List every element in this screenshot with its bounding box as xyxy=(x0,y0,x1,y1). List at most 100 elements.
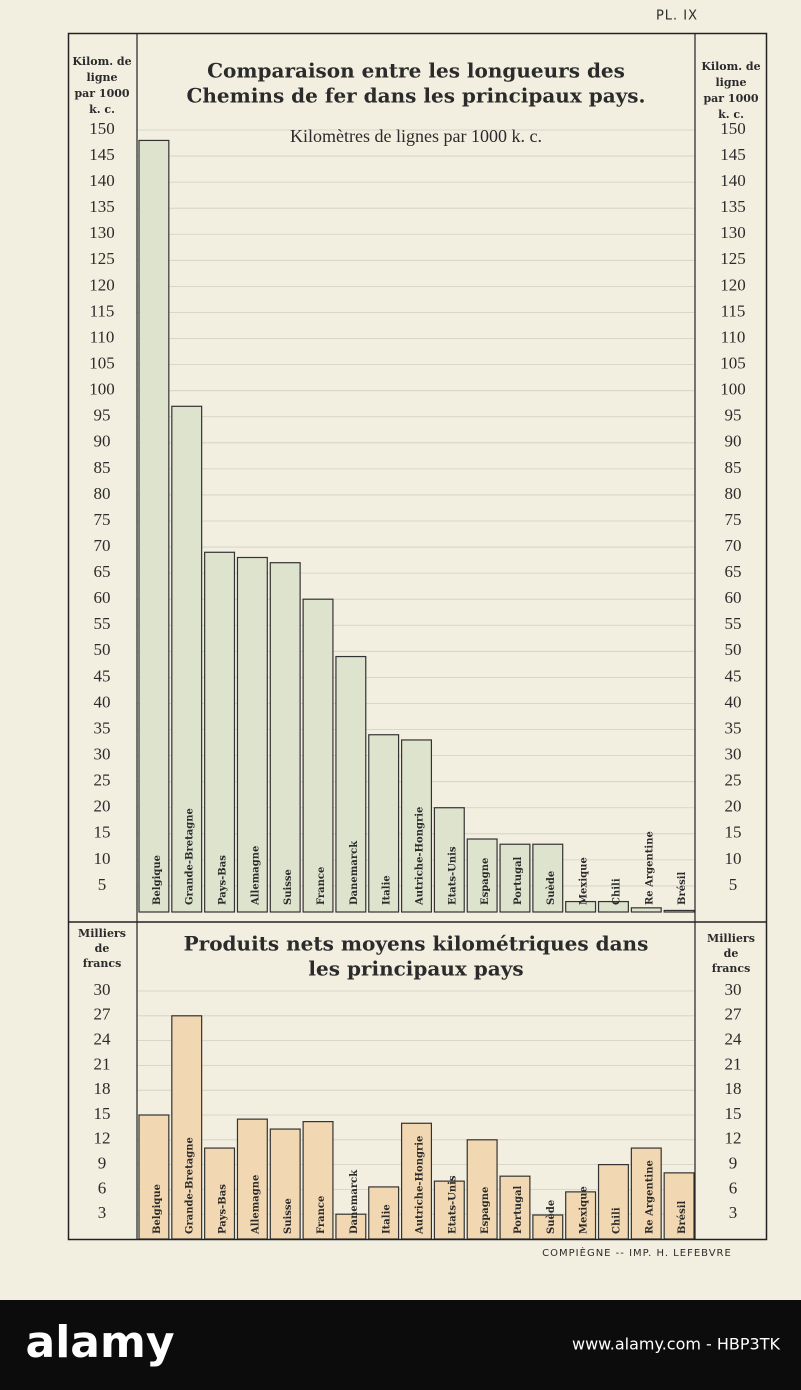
y2-tick-label: 150 xyxy=(720,119,746,138)
y-tick-label: 75 xyxy=(94,510,111,529)
bar xyxy=(236,1118,268,1240)
category-label: Suisse xyxy=(283,869,294,905)
axis-title: Kilom. de xyxy=(72,55,131,68)
category-label: Re Argentine xyxy=(644,1160,655,1234)
category-label: Italie xyxy=(382,875,393,905)
category-label: Suède xyxy=(546,871,557,905)
y2-tick-label: 110 xyxy=(721,327,746,346)
bar xyxy=(204,1147,236,1240)
category-label: Brésil xyxy=(677,871,688,905)
y-tick-label: 90 xyxy=(94,432,111,451)
y2-tick-label: 18 xyxy=(725,1079,742,1098)
category-label: Re Argentine xyxy=(644,831,655,905)
y-tick-label: 60 xyxy=(94,588,111,607)
y2-tick-label: 65 xyxy=(725,562,742,581)
y2-tick-label: 3 xyxy=(729,1203,738,1222)
y2-tick-label: 75 xyxy=(725,510,742,529)
y-tick-label: 35 xyxy=(94,718,111,737)
y-tick-label: 50 xyxy=(94,640,111,659)
y2-tick-label: 70 xyxy=(725,536,742,555)
category-label: Pays-Bas xyxy=(218,1184,229,1234)
y2-tick-label: 80 xyxy=(725,484,742,503)
bar xyxy=(204,551,236,913)
category-label: Autriche-Hongrie xyxy=(415,1136,426,1235)
y2-tick-label: 30 xyxy=(725,980,742,999)
bar xyxy=(499,843,531,913)
y-tick-label: 20 xyxy=(94,797,111,816)
bar xyxy=(597,1163,629,1240)
y2-tick-label: 20 xyxy=(725,797,742,816)
y-tick-label: 55 xyxy=(94,614,111,633)
category-label: Belgique xyxy=(152,855,163,905)
bar xyxy=(302,1121,334,1240)
axis-title: k. c. xyxy=(89,103,115,116)
y-tick-label: 130 xyxy=(89,223,115,242)
y2-tick-label: 50 xyxy=(725,640,742,659)
y2-tick-label: 105 xyxy=(720,354,746,373)
y2-tick-label: 130 xyxy=(720,223,746,242)
y2-tick-label: 90 xyxy=(725,432,742,451)
y2-tick-label: 24 xyxy=(725,1030,743,1049)
category-label: Pays-Bas xyxy=(218,855,229,905)
y2-tick-label: 30 xyxy=(725,745,742,764)
y-tick-label: 135 xyxy=(89,197,115,216)
bar xyxy=(138,1114,170,1240)
category-label: Etats-Unis xyxy=(447,1175,458,1234)
frame xyxy=(67,32,768,1241)
category-label: Suisse xyxy=(283,1198,294,1234)
y-tick-label: 95 xyxy=(94,406,111,425)
category-label: Grande-Bretagne xyxy=(185,1137,196,1234)
y2-tick-label: 21 xyxy=(725,1054,742,1073)
y-tick-label: 125 xyxy=(89,249,115,268)
bar xyxy=(138,139,170,913)
y2-tick-label: 125 xyxy=(720,249,746,268)
y2-tick-label: 25 xyxy=(725,771,742,790)
bar xyxy=(630,907,662,913)
category-label: Etats-Unis xyxy=(447,846,458,905)
y-tick-label: 85 xyxy=(94,458,111,477)
bar xyxy=(171,1015,203,1240)
category-label: Espagne xyxy=(480,1187,491,1234)
bar xyxy=(433,1180,465,1240)
category-label: Suède xyxy=(546,1200,557,1234)
y-tick-label: 25 xyxy=(94,771,111,790)
y-tick-label: 5 xyxy=(98,875,107,894)
y2-tick-label: 12 xyxy=(725,1129,742,1148)
chart-title: Comparaison entre les longueurs des xyxy=(207,59,625,83)
axis-title: de xyxy=(724,947,739,960)
bar xyxy=(335,1213,367,1240)
category-label: Danemarck xyxy=(349,1169,360,1234)
y-tick-label: 140 xyxy=(89,171,115,190)
y2-tick-label: 40 xyxy=(725,692,742,711)
y2-tick-label: 6 xyxy=(729,1178,738,1197)
axis-title: par 1000 xyxy=(703,92,758,105)
y2-tick-label: 45 xyxy=(725,666,742,685)
bar xyxy=(466,1139,498,1240)
y-tick-label: 100 xyxy=(89,380,115,399)
bar xyxy=(565,900,597,913)
y-tick-label: 10 xyxy=(94,849,111,868)
bar xyxy=(368,1186,400,1240)
y-tick-label: 105 xyxy=(89,354,115,373)
bar xyxy=(368,734,400,913)
axis-title: k. c. xyxy=(718,108,744,121)
category-label: Autriche-Hongrie xyxy=(415,807,426,906)
bar xyxy=(597,900,629,913)
axis-title: Kilom. de xyxy=(701,60,760,73)
bar xyxy=(630,1147,662,1240)
bar xyxy=(335,655,367,913)
y2-tick-label: 27 xyxy=(725,1005,743,1024)
category-label: France xyxy=(316,867,327,905)
y-tick-label: 6 xyxy=(98,1178,107,1197)
watermark-id: www.alamy.com - HBP3TK xyxy=(572,1335,781,1354)
category-label: Portugal xyxy=(513,856,524,905)
bar xyxy=(400,739,433,913)
bar xyxy=(236,556,268,913)
bar xyxy=(499,1175,531,1240)
category-label: Italie xyxy=(382,1204,393,1234)
category-label: Chili xyxy=(611,878,622,905)
y-tick-label: 110 xyxy=(90,327,115,346)
watermark-logo: alamy xyxy=(26,1317,175,1368)
